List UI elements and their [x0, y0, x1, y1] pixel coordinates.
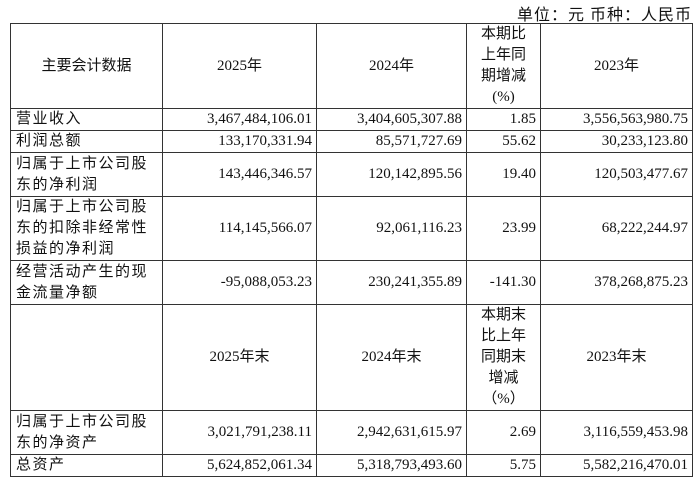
value-2025: 143,446,346.57: [162, 152, 317, 197]
row-label: 总资产: [10, 454, 163, 477]
header-label: [10, 304, 163, 411]
table-row: 经营活动产生的现金流量净额 -95,088,053.23 230,241,355…: [10, 260, 693, 305]
table-row: 总资产 5,624,852,061.34 5,318,793,493.60 5.…: [10, 454, 693, 477]
value-change: 5.75: [466, 454, 541, 477]
value-2025: -95,088,053.23: [162, 260, 317, 305]
header-change-line: 增减: [488, 370, 519, 386]
value-2025: 114,145,566.07: [162, 196, 317, 261]
row-label: 归属于上市公司股东的扣除非经常性损益的净利润: [10, 196, 163, 261]
header-2023-end: 2023年末: [540, 304, 693, 411]
value-2024: 230,241,355.89: [316, 260, 467, 305]
value-change: 2.69: [466, 410, 541, 455]
value-2024: 2,942,631,615.97: [316, 410, 467, 455]
header-2024: 2024年: [316, 23, 467, 109]
value-2024: 120,142,895.56: [316, 152, 467, 197]
value-2023: 120,503,477.67: [540, 152, 693, 197]
value-2023: 5,582,216,470.01: [540, 454, 693, 477]
table-row: 归属于上市公司股东的扣除非经常性损益的净利润 114,145,566.07 92…: [10, 196, 693, 261]
header-change: 本期比 上年同 期增减 (%): [466, 23, 541, 109]
value-2023: 68,222,244.97: [540, 196, 693, 261]
header-change-line: 比上年: [480, 328, 526, 344]
value-change: 1.85: [466, 108, 541, 131]
header-2025-end: 2025年末: [162, 304, 317, 411]
value-change: 55.62: [466, 130, 541, 153]
table-row: 利润总额 133,170,331.94 85,571,727.69 55.62 …: [10, 130, 693, 153]
row-label: 归属于上市公司股东的净资产: [10, 410, 163, 455]
header-change-line: 同期末: [480, 349, 526, 365]
value-2025: 3,021,791,238.11: [162, 410, 317, 455]
value-2025: 5,624,852,061.34: [162, 454, 317, 477]
header-change-end: 本期末 比上年 同期末 增减 （%）: [466, 304, 541, 411]
header-2023: 2023年: [540, 23, 693, 109]
value-2024: 3,404,605,307.88: [316, 108, 467, 131]
row-label: 经营活动产生的现金流量净额: [10, 260, 163, 305]
row-label: 归属于上市公司股东的净利润: [10, 152, 163, 197]
header-change-line: （%）: [482, 391, 525, 407]
value-change: -141.30: [466, 260, 541, 305]
header-change-line: 上年同: [480, 47, 526, 63]
value-2025: 133,170,331.94: [162, 130, 317, 153]
header-change-line: 期增减: [480, 68, 526, 84]
header-2025: 2025年: [162, 23, 317, 109]
unit-label: 单位：元 币种：人民币: [516, 7, 692, 24]
table-row: 营业收入 3,467,484,106.01 3,404,605,307.88 1…: [10, 108, 693, 131]
key-accounting-data-table: 主要会计数据 2025年 2024年 本期比 上年同 期增减 (%) 2023年…: [10, 23, 693, 477]
table-header-row-period-end: 2025年末 2024年末 本期末 比上年 同期末 增减 （%） 2023年末: [10, 304, 693, 411]
header-change-line: 本期末: [480, 307, 526, 323]
value-2023: 30,233,123.80: [540, 130, 693, 153]
header-change-line: 本期比: [480, 26, 526, 42]
header-2024-end: 2024年末: [316, 304, 467, 411]
table-row: 归属于上市公司股东的净资产 3,021,791,238.11 2,942,631…: [10, 410, 693, 455]
value-change: 19.40: [466, 152, 541, 197]
value-2023: 3,116,559,453.98: [540, 410, 693, 455]
row-label: 利润总额: [10, 130, 163, 153]
value-change: 23.99: [466, 196, 541, 261]
header-change-line: (%): [492, 89, 515, 105]
table-row: 归属于上市公司股东的净利润 143,446,346.57 120,142,895…: [10, 152, 693, 197]
value-2024: 85,571,727.69: [316, 130, 467, 153]
row-label: 营业收入: [10, 108, 163, 131]
value-2023: 378,268,875.23: [540, 260, 693, 305]
value-2024: 5,318,793,493.60: [316, 454, 467, 477]
header-label: 主要会计数据: [10, 23, 163, 109]
table-header-row: 主要会计数据 2025年 2024年 本期比 上年同 期增减 (%) 2023年: [10, 23, 693, 109]
value-2023: 3,556,563,980.75: [540, 108, 693, 131]
value-2024: 92,061,116.23: [316, 196, 467, 261]
value-2025: 3,467,484,106.01: [162, 108, 317, 131]
